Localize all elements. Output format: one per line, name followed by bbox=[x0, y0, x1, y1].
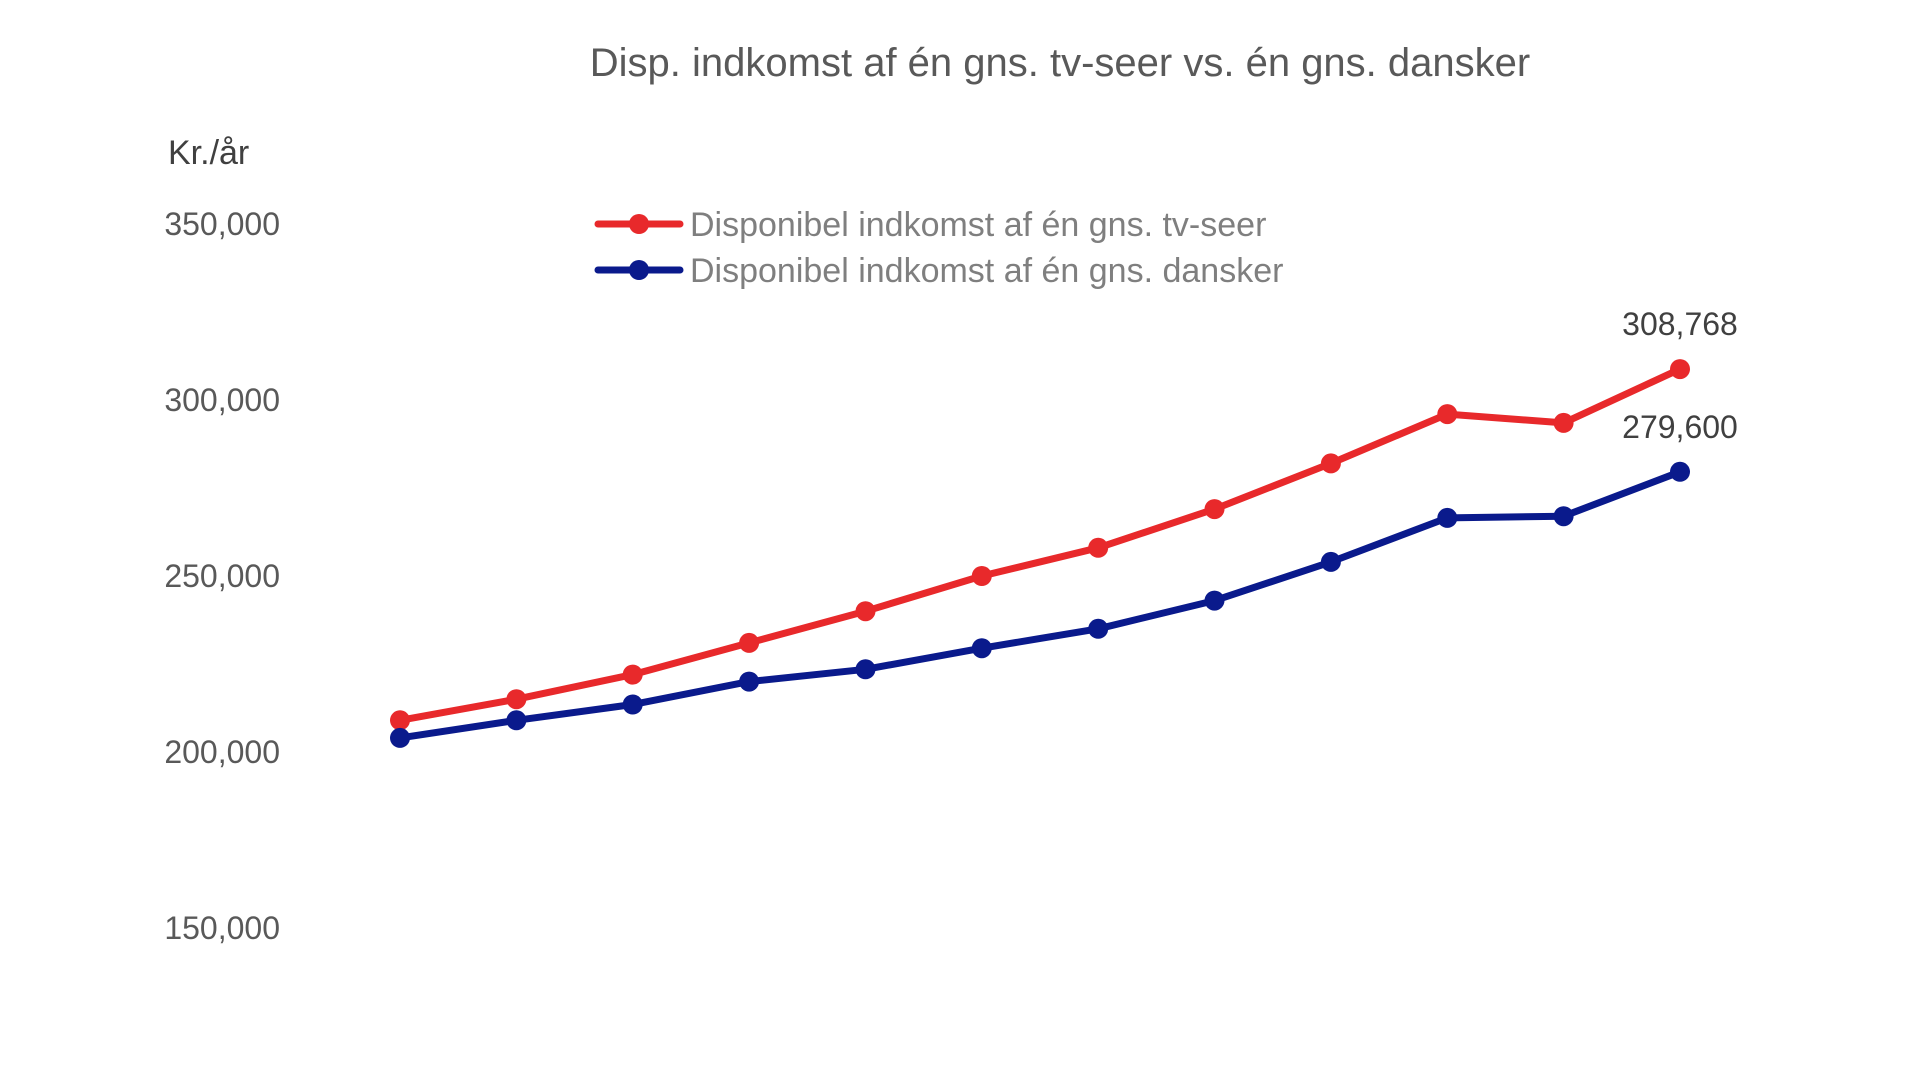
data-point bbox=[855, 659, 876, 680]
data-point bbox=[1204, 590, 1225, 611]
data-point bbox=[1670, 461, 1690, 482]
data-point bbox=[739, 632, 760, 653]
data-point bbox=[622, 664, 643, 685]
y-tick-label: 300,000 bbox=[164, 382, 280, 418]
data-point bbox=[1088, 618, 1109, 639]
series-line bbox=[396, 365, 1684, 724]
data-point bbox=[1088, 537, 1109, 558]
data-point bbox=[1553, 412, 1574, 433]
data-point bbox=[739, 671, 760, 692]
data-point bbox=[1320, 453, 1341, 474]
data-point bbox=[1437, 507, 1458, 528]
data-point bbox=[1204, 499, 1225, 520]
data-point bbox=[622, 694, 643, 715]
data-point bbox=[1553, 506, 1574, 527]
legend-label: Disponibel indkomst af én gns. dansker bbox=[690, 252, 1283, 290]
data-point bbox=[390, 710, 410, 731]
legend-label: Disponibel indkomst af én gns. tv-seer bbox=[690, 206, 1266, 244]
series-layer bbox=[390, 359, 1690, 748]
y-axis-ticks: 350,000 300,000 250,000 200,000 150,000 bbox=[164, 206, 280, 946]
legend: Disponibel indkomst af én gns. tv-seer Di… bbox=[594, 206, 1283, 290]
y-tick-label: 200,000 bbox=[164, 734, 280, 770]
data-point bbox=[1670, 359, 1690, 380]
y-tick-label: 350,000 bbox=[164, 206, 280, 242]
series-line bbox=[396, 468, 1684, 742]
data-point bbox=[506, 710, 527, 731]
y-tick-label: 150,000 bbox=[164, 910, 280, 946]
y-axis-label: Kr./år bbox=[168, 134, 249, 172]
series-1 bbox=[390, 359, 1690, 731]
legend-swatch-marker bbox=[629, 214, 649, 234]
legend-swatch-marker bbox=[629, 260, 649, 280]
data-point bbox=[1320, 551, 1341, 572]
data-point bbox=[506, 689, 527, 710]
chart-title: Disp. indkomst af én gns. tv-seer vs. én… bbox=[590, 41, 1530, 85]
data-label: 279,600 bbox=[1622, 409, 1738, 445]
data-point bbox=[971, 638, 992, 659]
series-2 bbox=[390, 461, 1690, 748]
data-labels: 308,768 279,600 bbox=[1622, 306, 1738, 445]
y-tick-label: 250,000 bbox=[164, 558, 280, 594]
data-point bbox=[1437, 404, 1458, 425]
data-point bbox=[855, 601, 876, 622]
data-label: 308,768 bbox=[1622, 306, 1738, 342]
data-point bbox=[971, 566, 992, 586]
data-point bbox=[390, 727, 410, 748]
